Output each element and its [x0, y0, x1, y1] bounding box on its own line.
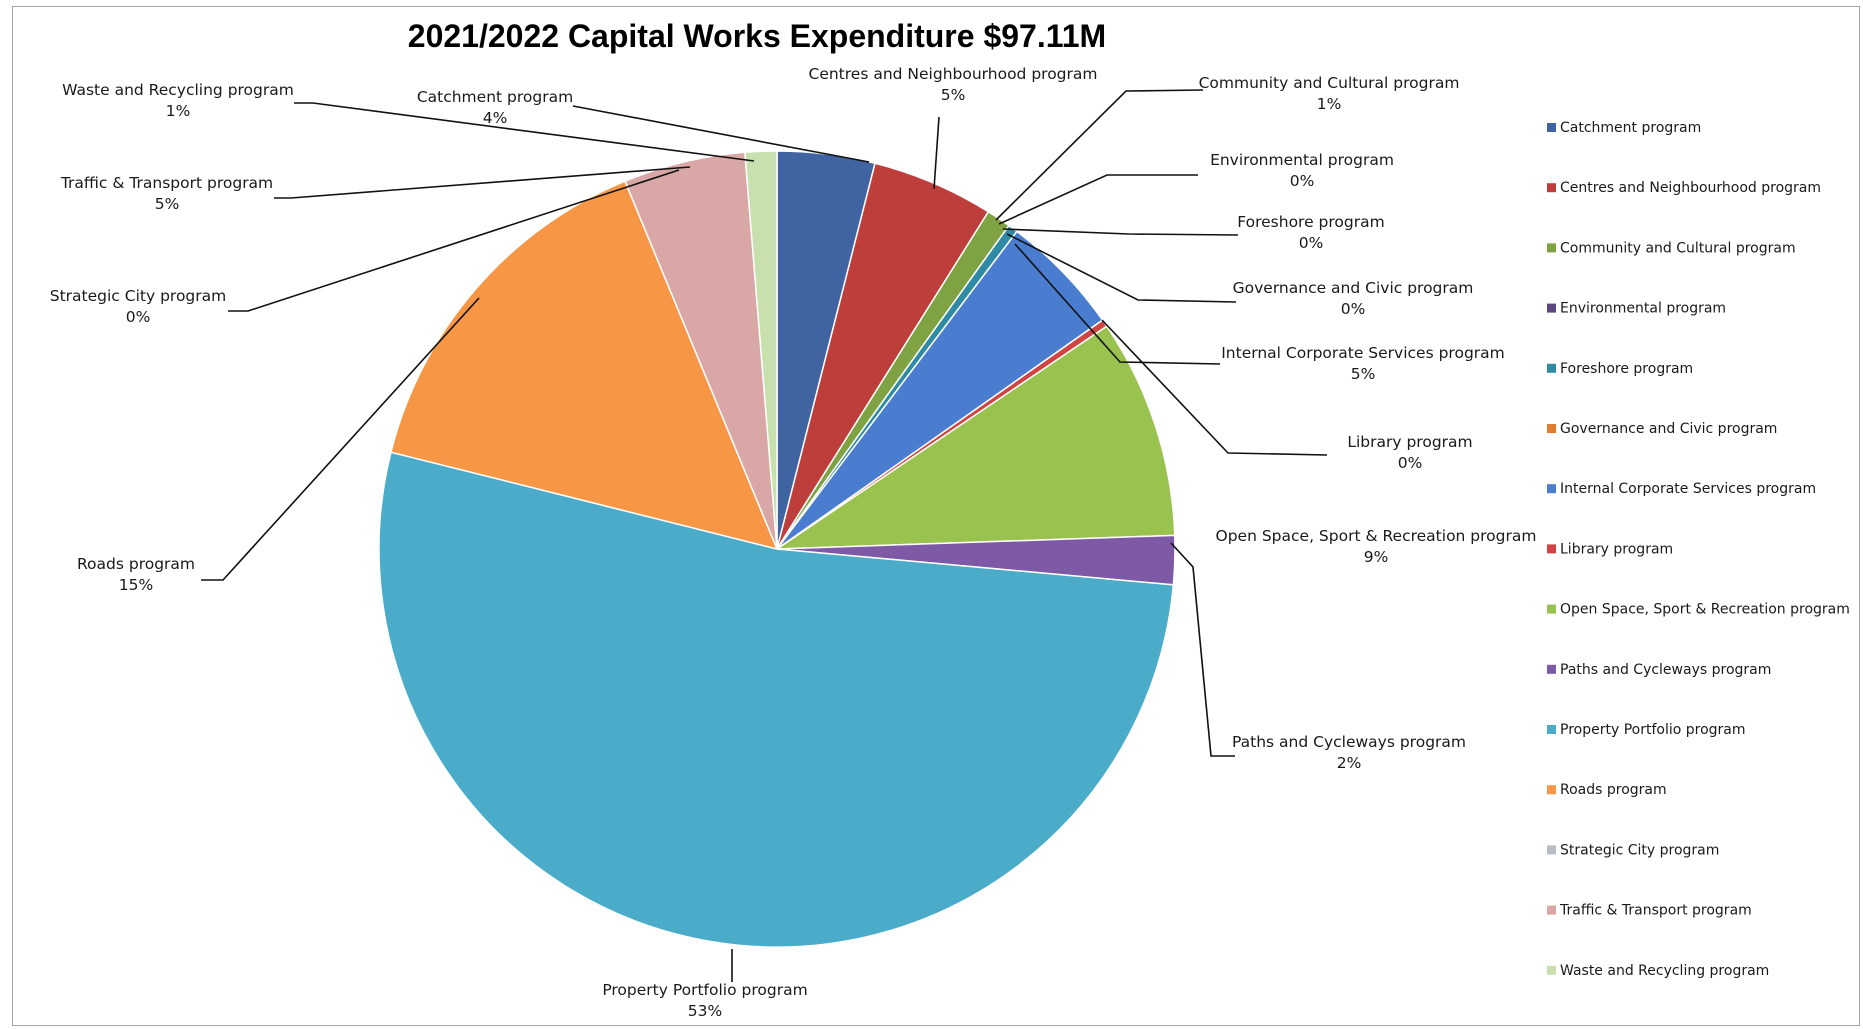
legend-label-foreshore-program: Foreshore program: [1560, 361, 1693, 377]
legend-label-traffic-transport-program: Traffic & Transport program: [1559, 903, 1752, 919]
data-label-value-library-program: 0%: [1398, 454, 1423, 472]
leader-line-strategic-city-program: [228, 169, 680, 312]
data-label-value-roads-program: 15%: [119, 576, 153, 594]
legend-label-governance-and-civic-program: Governance and Civic program: [1560, 421, 1777, 437]
data-label-value-paths-and-cycleways-program: 2%: [1337, 754, 1362, 772]
chart-title: 2021/2022 Capital Works Expenditure $97.…: [408, 18, 1106, 54]
data-label-name-governance-and-civic-program: Governance and Civic program: [1233, 279, 1474, 297]
data-labels: Catchment program 4% Centres and Neighbour…: [50, 65, 1537, 1020]
legend-label-roads-program: Roads program: [1560, 782, 1667, 798]
legend-swatch-strategic-city-program: [1547, 845, 1556, 855]
data-label-name-roads-program: Roads program: [77, 555, 195, 573]
leader-line-paths-and-cycleways-program: [1170, 542, 1235, 757]
legend-swatch-community-and-cultural-program: [1547, 243, 1556, 253]
pie-slice-open-space-sport-recreation-program: [774, 325, 1176, 550]
pie-slice-waste-and-recycling-program: [744, 150, 778, 550]
legend-label-community-and-cultural-program: Community and Cultural program: [1560, 240, 1796, 256]
leader-line-library-program: [1101, 319, 1328, 456]
data-label-value-community-and-cultural-program: 1%: [1317, 95, 1342, 113]
leader-line-foreshore-program: [1002, 228, 1239, 236]
leader-line-waste-and-recycling-program: [294, 102, 755, 162]
legend-swatch-internal-corporate-services-program: [1547, 484, 1556, 494]
legend-swatch-open-space-sport-recreation-program: [1547, 604, 1556, 614]
data-label-value-catchment-program: 4%: [483, 109, 508, 127]
data-label-value-strategic-city-program: 0%: [126, 308, 151, 326]
legend-swatch-library-program: [1547, 544, 1556, 554]
data-label-name-catchment-program: Catchment program: [417, 88, 573, 106]
pie-slices: [378, 150, 1176, 948]
legend: Catchment program Centres and Neighbourho…: [1547, 120, 1850, 979]
legend-swatch-traffic-transport-program: [1547, 905, 1556, 915]
legend-swatch-centres-and-neighbourhood-program: [1547, 183, 1556, 193]
leader-line-traffic-transport-program: [274, 166, 691, 199]
data-label-name-community-and-cultural-program: Community and Cultural program: [1199, 74, 1460, 92]
leader-line-environmental-program: [998, 174, 1198, 225]
chart-frame: 2021/2022 Capital Works Expenditure $97.…: [12, 6, 1860, 1026]
data-label-name-paths-and-cycleways-program: Paths and Cycleways program: [1232, 733, 1466, 751]
data-label-value-governance-and-civic-program: 0%: [1341, 300, 1366, 318]
legend-swatch-catchment-program: [1547, 123, 1556, 132]
legend-label-property-portfolio-program: Property Portfolio program: [1560, 722, 1746, 738]
data-label-name-traffic-transport-program: Traffic & Transport program: [60, 174, 273, 192]
data-label-name-open-space-sport-recreation-program: Open Space, Sport & Recreation program: [1216, 527, 1537, 545]
data-label-name-property-portfolio-program: Property Portfolio program: [602, 981, 807, 999]
leader-line-catchment-program: [572, 105, 870, 163]
legend-label-strategic-city-program: Strategic City program: [1560, 842, 1719, 858]
legend-label-internal-corporate-services-program: Internal Corporate Services program: [1560, 481, 1816, 497]
data-label-name-centres-and-neighbourhood-program: Centres and Neighbourhood program: [809, 65, 1098, 83]
legend-label-environmental-program: Environmental program: [1560, 301, 1726, 317]
data-label-name-library-program: Library program: [1347, 433, 1472, 451]
leader-line-centres-and-neighbourhood-program: [933, 116, 940, 190]
pie-slice-property-portfolio-program: [378, 451, 1175, 948]
leader-line-internal-corporate-services-program: [1014, 243, 1221, 365]
leader-line-governance-and-civic-program: [1006, 233, 1237, 303]
data-label-value-centres-and-neighbourhood-program: 5%: [941, 86, 966, 104]
legend-swatch-paths-and-cycleways-program: [1547, 664, 1556, 674]
data-label-value-property-portfolio-program: 53%: [688, 1002, 722, 1020]
data-label-name-strategic-city-program: Strategic City program: [50, 287, 226, 305]
legend-label-open-space-sport-recreation-program: Open Space, Sport & Recreation program: [1560, 602, 1850, 618]
legend-swatch-governance-and-civic-program: [1547, 424, 1556, 433]
leader-line-community-and-cultural-program: [995, 89, 1204, 221]
pie-slice-roads-program: [390, 180, 779, 551]
legend-label-library-program: Library program: [1560, 541, 1673, 557]
data-label-value-waste-and-recycling-program: 1%: [166, 102, 191, 120]
pie-chart: 2021/2022 Capital Works Expenditure $97.…: [50, 18, 1850, 1020]
data-label-value-internal-corporate-services-program: 5%: [1351, 365, 1376, 383]
data-label-value-open-space-sport-recreation-program: 9%: [1364, 548, 1389, 566]
legend-label-catchment-program: Catchment program: [1560, 120, 1701, 136]
data-label-name-internal-corporate-services-program: Internal Corporate Services program: [1221, 344, 1505, 362]
legend-label-waste-and-recycling-program: Waste and Recycling program: [1560, 963, 1769, 979]
data-label-value-environmental-program: 0%: [1290, 172, 1315, 190]
legend-swatch-waste-and-recycling-program: [1547, 965, 1556, 975]
legend-swatch-roads-program: [1547, 785, 1556, 795]
data-label-name-waste-and-recycling-program: Waste and Recycling program: [62, 81, 294, 99]
legend-label-centres-and-neighbourhood-program: Centres and Neighbourhood program: [1560, 180, 1821, 196]
legend-swatch-property-portfolio-program: [1547, 725, 1556, 734]
legend-swatch-environmental-program: [1547, 303, 1556, 313]
legend-swatch-foreshore-program: [1547, 363, 1556, 373]
legend-label-paths-and-cycleways-program: Paths and Cycleways program: [1560, 662, 1771, 678]
data-label-value-traffic-transport-program: 5%: [155, 195, 180, 213]
data-label-name-environmental-program: Environmental program: [1210, 151, 1394, 169]
data-label-value-foreshore-program: 0%: [1299, 234, 1324, 252]
leader-line-roads-program: [201, 297, 480, 581]
leader-lines: [201, 89, 1328, 982]
data-label-name-foreshore-program: Foreshore program: [1237, 213, 1384, 231]
